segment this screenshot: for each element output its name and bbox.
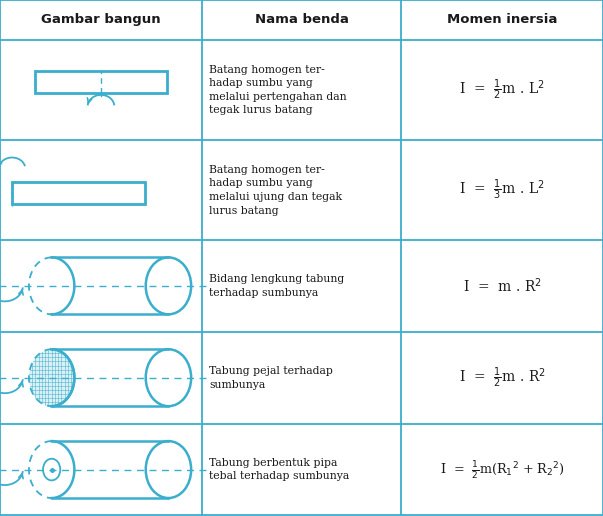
Text: I  =  m . R$^{2}$: I = m . R$^{2}$ <box>463 277 541 295</box>
Text: Gambar bangun: Gambar bangun <box>41 13 161 26</box>
Ellipse shape <box>29 349 74 406</box>
Text: Momen inersia: Momen inersia <box>447 13 557 26</box>
Text: I  =  $\frac{1}{3}$m . L$^{2}$: I = $\frac{1}{3}$m . L$^{2}$ <box>459 178 545 202</box>
Text: Batang homogen ter-
hadap sumbu yang
melalui ujung dan tegak
lurus batang: Batang homogen ter- hadap sumbu yang mel… <box>209 165 343 216</box>
Text: I  =  $\frac{1}{2}$m . R$^{2}$: I = $\frac{1}{2}$m . R$^{2}$ <box>458 365 546 390</box>
Bar <box>35 71 168 93</box>
Text: Bidang lengkung tabung
terhadap sumbunya: Bidang lengkung tabung terhadap sumbunya <box>209 274 344 298</box>
Bar <box>12 182 145 204</box>
Text: Tabung berbentuk pipa
tebal terhadap sumbunya: Tabung berbentuk pipa tebal terhadap sum… <box>209 458 350 481</box>
Text: Nama benda: Nama benda <box>254 13 349 26</box>
Text: Tabung pejal terhadap
sumbunya: Tabung pejal terhadap sumbunya <box>209 366 333 390</box>
Text: I  =  $\frac{1}{2}$m(R$_{1}$$^{2}$ + R$_{2}$$^{2}$): I = $\frac{1}{2}$m(R$_{1}$$^{2}$ + R$_{2… <box>440 459 564 480</box>
Text: I  =  $\frac{1}{2}$m . L$^{2}$: I = $\frac{1}{2}$m . L$^{2}$ <box>459 78 545 102</box>
Text: Batang homogen ter-
hadap sumbu yang
melalui pertengahan dan
tegak lurus batang: Batang homogen ter- hadap sumbu yang mel… <box>209 64 347 116</box>
